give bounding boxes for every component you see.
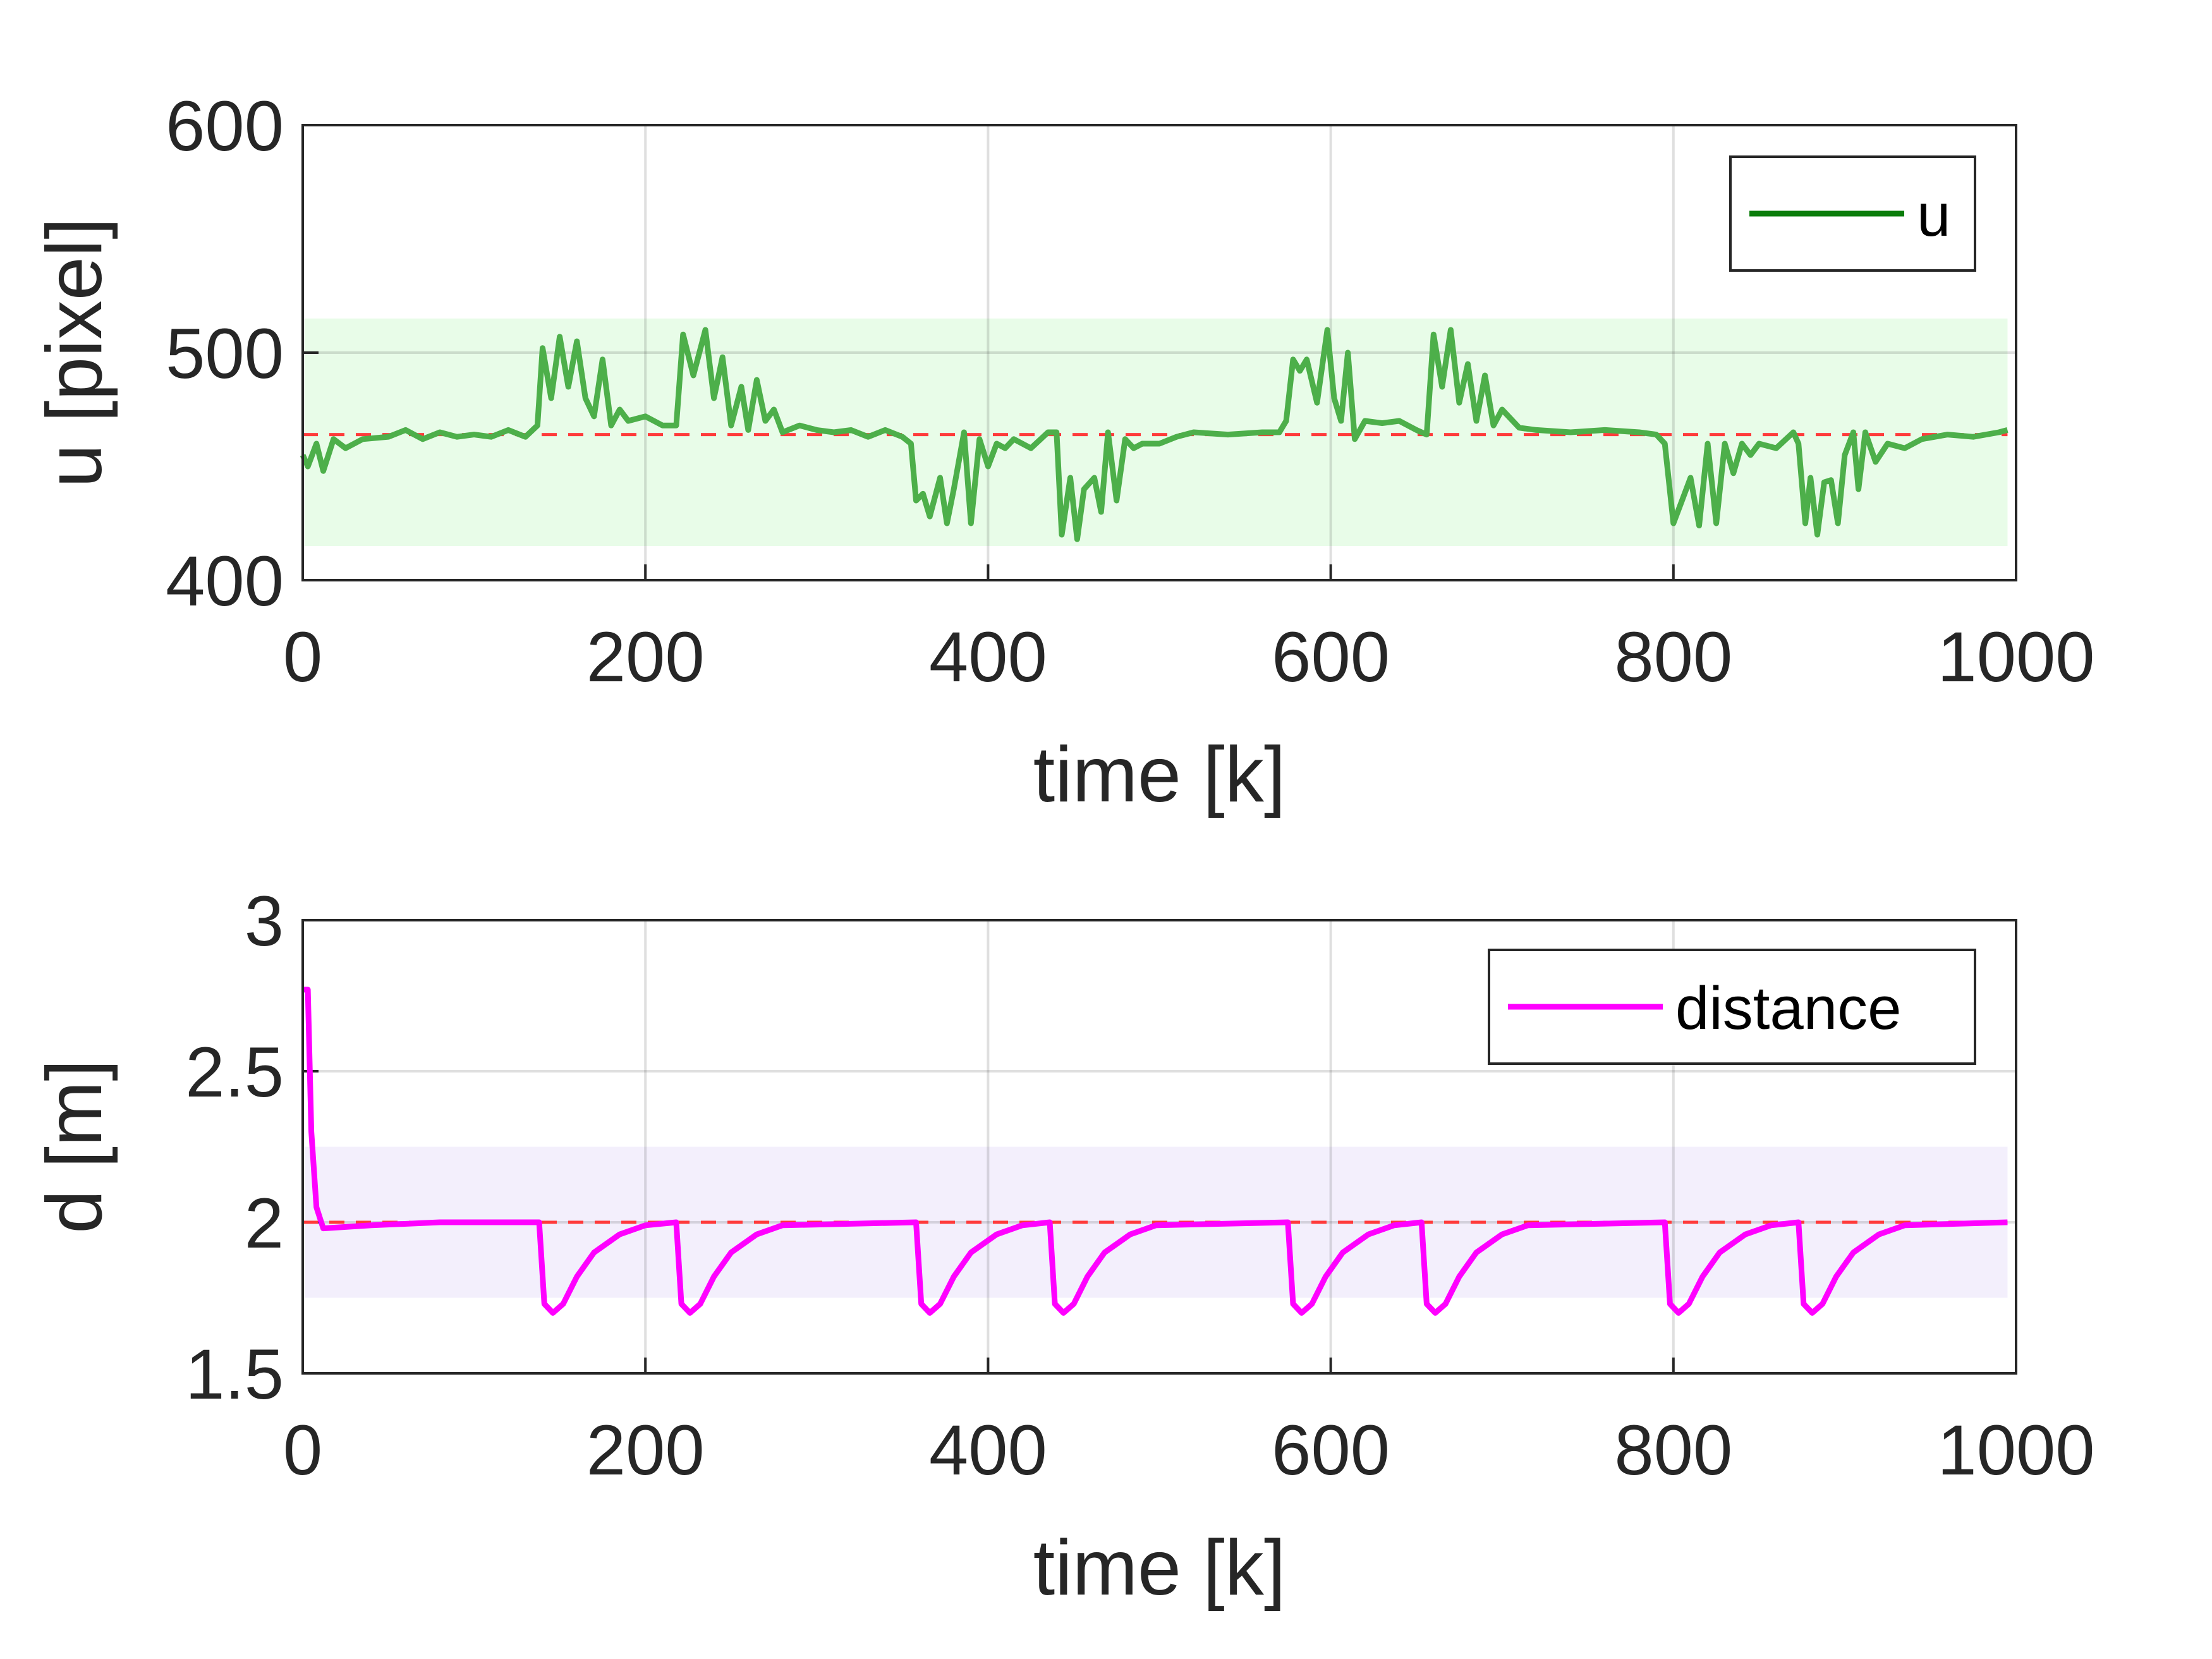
legend-label: distance <box>1675 975 1902 1042</box>
y-axis-label: d [m] <box>31 1059 118 1234</box>
y-tick-label: 500 <box>166 314 284 393</box>
x-tick-label: 1000 <box>1937 617 2094 696</box>
y-tick-label: 1.5 <box>185 1335 284 1414</box>
x-axis-label: time [k] <box>1033 1524 1286 1612</box>
chart-panel-2: 0 200 400 600 800 1000 1.5 2 2.5 3 distance time [k… <box>31 882 2095 1612</box>
axes-frame <box>301 124 2017 581</box>
x-tick-label: 200 <box>586 617 705 696</box>
y-tick-label: 3 <box>245 882 284 961</box>
x-tick-label: 0 <box>283 617 322 696</box>
axes-frame <box>301 919 2017 1375</box>
x-tick-label: 400 <box>929 617 1047 696</box>
y-axis-label: u [pixel] <box>31 217 118 487</box>
legend-label: u <box>1917 181 1950 249</box>
x-tick-label: 200 <box>586 1411 705 1490</box>
y-tick-label: 600 <box>166 87 284 166</box>
x-tick-label: 600 <box>1272 1411 1390 1490</box>
y-tick-label: 400 <box>166 542 284 621</box>
tolerance-band <box>303 319 2008 546</box>
x-axis-label: time [k] <box>1033 731 1286 818</box>
y-tick-label: 2.5 <box>185 1033 284 1112</box>
x-tick-label: 1000 <box>1937 1411 2094 1490</box>
x-tick-label: 0 <box>283 1411 322 1490</box>
x-tick-label: 400 <box>929 1411 1047 1490</box>
y-tick-label: 2 <box>245 1184 284 1263</box>
x-tick-label: 800 <box>1614 1411 1732 1490</box>
x-tick-label: 800 <box>1614 617 1732 696</box>
x-tick-label: 600 <box>1272 617 1390 696</box>
series-line-u <box>300 327 2008 542</box>
chart-panel-1: 0 200 400 600 800 1000 400 500 600 u time [k] u [pi… <box>31 87 2095 818</box>
series-line-distance <box>303 987 2008 1316</box>
